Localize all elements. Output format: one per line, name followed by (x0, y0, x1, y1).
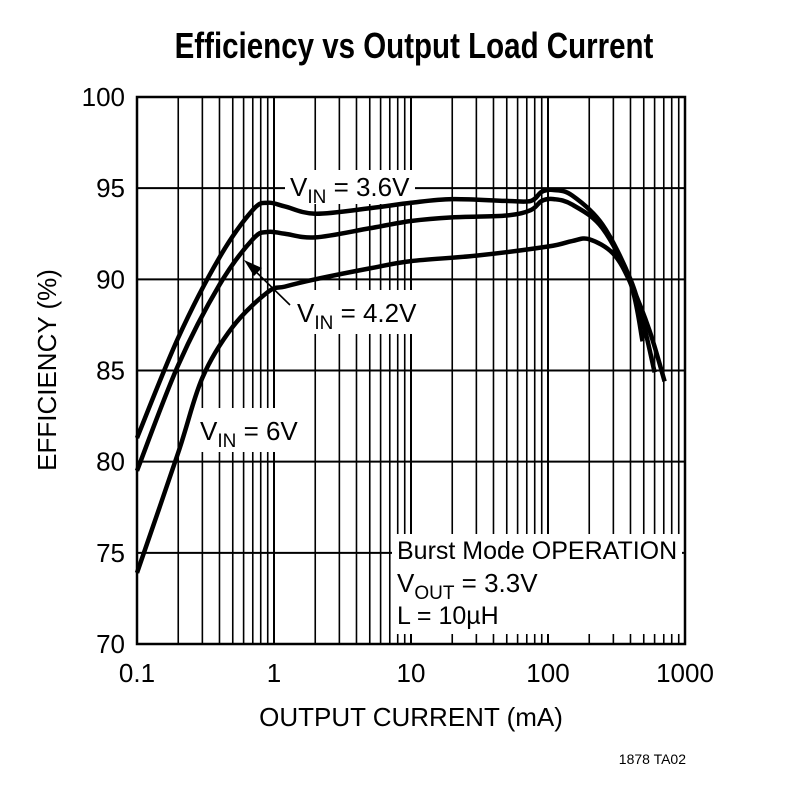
series-line (134, 187, 657, 439)
x-tick-label: 1000 (656, 658, 714, 688)
plot-frame (135, 95, 687, 646)
chart-title: Efficiency vs Output Load Current (175, 25, 654, 65)
x-tick-label: 10 (397, 658, 426, 688)
label-background (196, 408, 304, 452)
y-tick-label: 80 (96, 447, 125, 477)
series-label-6v: VIN = 6V (200, 416, 298, 452)
annotation-vout: VOUT = 3.3V (397, 568, 538, 604)
y-tick-label: 100 (82, 82, 125, 112)
series-line (134, 196, 645, 472)
x-tick-label: 1 (267, 658, 281, 688)
series-label-3-6v: VIN = 3.6V (290, 172, 410, 208)
x-tick-label: 0.1 (119, 658, 155, 688)
y-tick-label: 70 (96, 629, 125, 659)
label-background (392, 534, 682, 634)
series-lines (134, 187, 667, 574)
figure-code: 1878 TA02 (619, 751, 686, 767)
annotation-burst-mode: Burst Mode OPERATION (397, 537, 677, 565)
arrow-head-icon (244, 260, 262, 276)
annotation-inductor: L = 10µH (397, 602, 499, 630)
x-tick-label: 100 (526, 658, 569, 688)
series-line (134, 236, 667, 574)
label-background (285, 170, 415, 204)
y-tick-label: 90 (96, 264, 125, 294)
series-label-4-2v: VIN = 4.2V (297, 298, 417, 334)
y-tick-label: 95 (96, 173, 125, 203)
y-tick-label: 75 (96, 538, 125, 568)
y-axis-label: EFFICIENCY (%) (32, 269, 62, 471)
y-tick-label: 85 (96, 356, 125, 386)
x-axis-label: OUTPUT CURRENT (mA) (259, 702, 563, 732)
label-background (292, 290, 420, 334)
